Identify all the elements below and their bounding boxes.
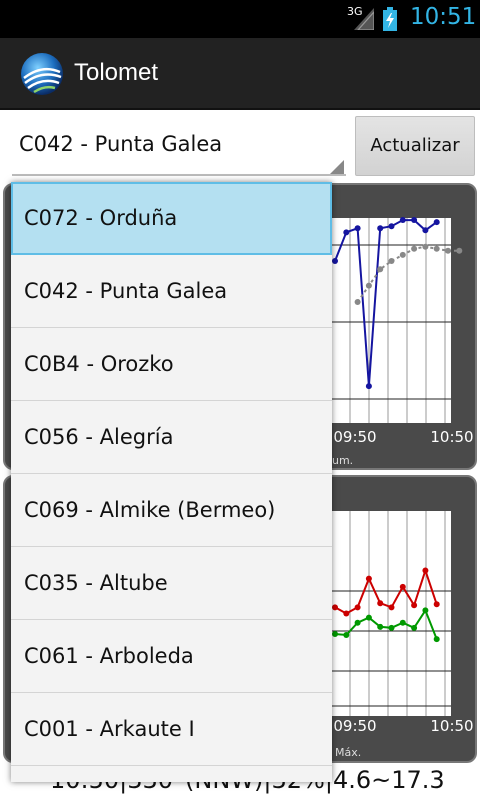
data-point xyxy=(388,604,395,611)
series-line xyxy=(356,245,460,303)
station-spinner[interactable]: C042 - Punta Galea xyxy=(8,118,346,176)
tolomet-logo-icon[interactable] xyxy=(20,52,64,96)
data-point xyxy=(354,619,361,626)
data-point xyxy=(377,600,384,607)
data-point xyxy=(377,225,384,232)
refresh-button[interactable]: Actualizar xyxy=(355,116,475,176)
series-line xyxy=(334,608,438,640)
data-point xyxy=(365,282,372,289)
plot-area xyxy=(331,511,451,716)
dropdown-item[interactable]: C069 - Almike (Bermeo) xyxy=(11,474,332,547)
data-point xyxy=(377,266,384,273)
data-point xyxy=(354,604,361,611)
dropdown-item[interactable]: C035 - Altube xyxy=(11,547,332,620)
x-tick-label: 10:50 xyxy=(430,428,473,446)
data-point xyxy=(411,602,418,609)
data-point xyxy=(433,601,440,608)
dropdown-item[interactable]: C056 - Alegría xyxy=(11,401,332,474)
data-point xyxy=(354,225,361,232)
data-point xyxy=(388,223,395,230)
data-point xyxy=(332,258,338,265)
data-point xyxy=(343,632,350,639)
data-point xyxy=(445,247,451,254)
dropdown-item[interactable]: C001 - Arkaute I xyxy=(11,693,332,766)
x-tick-label: 09:50 xyxy=(333,428,376,446)
battery-charging-icon xyxy=(383,7,397,31)
data-point xyxy=(365,383,372,390)
dropdown-item[interactable]: C0B4 - Orozko xyxy=(11,328,332,401)
data-point xyxy=(332,631,338,637)
data-point xyxy=(411,624,418,631)
data-point xyxy=(365,614,372,621)
data-point xyxy=(433,636,440,643)
data-point xyxy=(411,217,418,224)
data-point xyxy=(388,624,395,631)
axis-label-fragment: Máx. xyxy=(335,746,361,759)
dropdown-item[interactable]: C042 - Punta Galea xyxy=(11,255,332,328)
network-type: 3G xyxy=(347,5,363,18)
data-point xyxy=(343,229,350,236)
clock: 10:51 xyxy=(410,4,477,30)
spinner-underline xyxy=(12,174,346,176)
data-point xyxy=(433,219,440,226)
data-point xyxy=(399,583,406,590)
data-point xyxy=(456,247,463,254)
action-bar: Tolomet xyxy=(0,38,480,110)
chart-2-plot: 09:50 10:50 Máx. xyxy=(331,511,474,759)
data-point xyxy=(399,619,406,626)
data-point xyxy=(365,575,372,582)
status-bar: 3G 10:51 xyxy=(0,0,480,38)
chart-1-plot: 09:50 10:50 um. xyxy=(331,217,474,467)
data-point xyxy=(422,243,429,250)
dropdown-item[interactable]: C072 - Orduña xyxy=(11,182,332,255)
axis-label-fragment: um. xyxy=(332,454,353,467)
data-point xyxy=(377,623,384,630)
data-point xyxy=(399,217,406,224)
data-point xyxy=(354,299,361,306)
dropdown-item[interactable]: C061 - Arboleda xyxy=(11,620,332,693)
signal-icon xyxy=(354,8,374,30)
data-point xyxy=(411,245,418,252)
data-point xyxy=(422,607,429,614)
data-point xyxy=(422,227,429,234)
series-line xyxy=(334,219,438,387)
selected-station: C042 - Punta Galea xyxy=(19,132,223,156)
data-point xyxy=(433,245,440,252)
data-point xyxy=(332,604,338,611)
x-tick-label: 09:50 xyxy=(333,717,376,735)
plot-area xyxy=(331,218,451,423)
data-point xyxy=(388,258,395,265)
series-line xyxy=(334,567,438,615)
station-dropdown: C072 - Orduña C042 - Punta Galea C0B4 - Or… xyxy=(11,182,332,782)
app-title: Tolomet xyxy=(74,59,159,86)
x-tick-label: 10:50 xyxy=(430,717,473,735)
data-point xyxy=(399,251,406,258)
spinner-arrow-icon xyxy=(330,160,344,174)
data-point xyxy=(422,567,429,574)
data-point xyxy=(343,610,350,617)
